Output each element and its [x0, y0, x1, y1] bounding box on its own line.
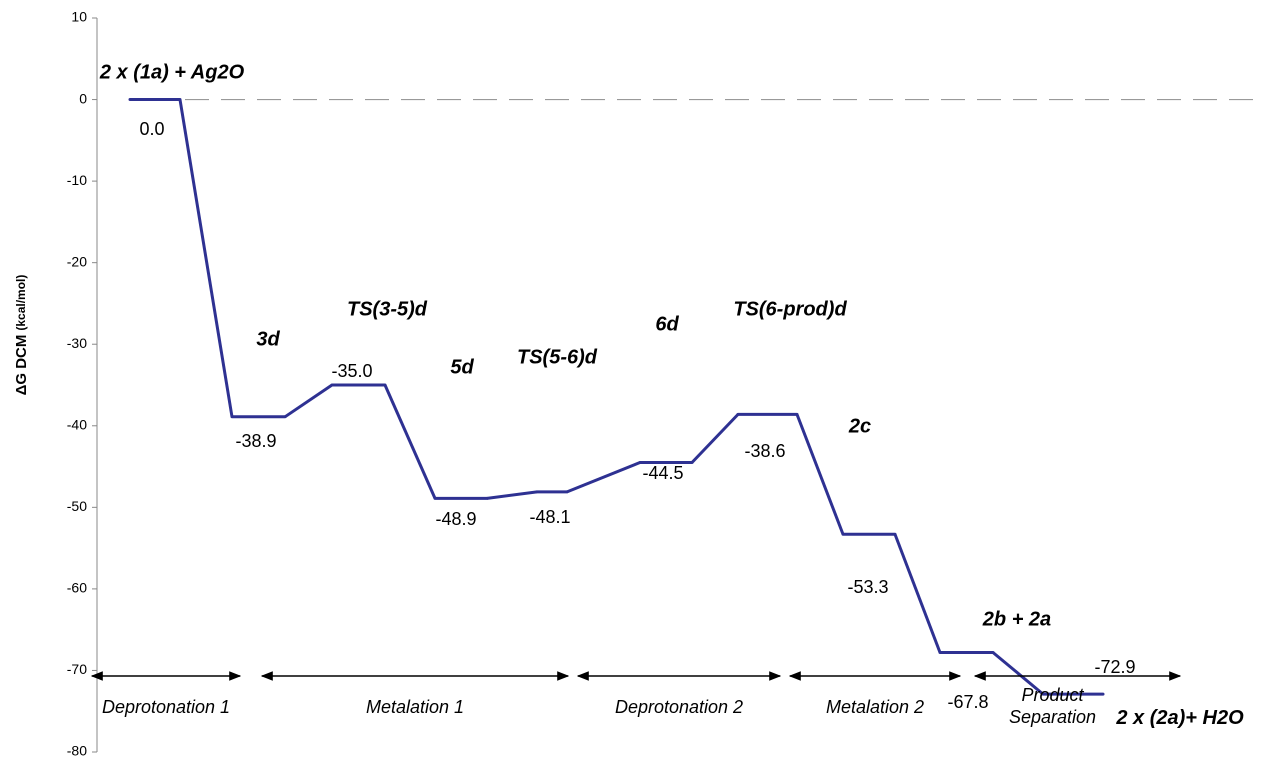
connector	[797, 414, 843, 534]
y-axis-title: ΔG DCM	[13, 335, 30, 396]
species-label: 3d	[256, 328, 280, 350]
species-label: 2b + 2a	[982, 608, 1051, 630]
y-tick-label: -50	[67, 498, 87, 514]
species-label: 2 x (1a) + Ag2O	[99, 61, 245, 83]
value-label: -35.0	[331, 361, 372, 381]
species-label: 5d	[450, 356, 474, 378]
value-label: -48.1	[529, 507, 570, 527]
connector	[567, 462, 640, 491]
chart-svg: ΔG DCM (kcal/mol) -80 -70 -60 -50 -40 -30 -20 -1…	[0, 0, 1263, 775]
species-label: 6d	[655, 313, 679, 335]
value-label: -44.5	[642, 463, 683, 483]
species-label: 2c	[848, 415, 871, 437]
connector	[285, 385, 332, 417]
y-tick-label: 0	[79, 90, 87, 106]
phase-label: Deprotonation 2	[568, 696, 790, 718]
phase-label: Metalation 1	[252, 696, 578, 718]
y-tick-label: -60	[67, 580, 87, 596]
y-tick-label: -40	[67, 416, 87, 432]
value-label: -48.9	[435, 509, 476, 529]
y-tick-label: -10	[67, 172, 87, 188]
phase-label: Product Separation	[998, 684, 1108, 728]
connector	[895, 534, 940, 652]
phase-label: Metalation 2	[780, 696, 970, 718]
value-label: -38.9	[235, 431, 276, 451]
y-tick-label: 10	[71, 9, 87, 25]
species-label: TS(3-5)d	[347, 298, 428, 320]
y-tick-label: -20	[67, 253, 87, 269]
phase-label: Deprotonation 1	[82, 696, 250, 718]
y-tick-label: -80	[67, 743, 87, 759]
connector	[385, 385, 435, 498]
y-tick-label: -30	[67, 335, 87, 351]
value-label: -72.9	[1094, 657, 1135, 677]
y-axis-unit: (kcal/mol)	[14, 275, 28, 331]
value-label: -53.3	[847, 577, 888, 597]
y-axis-label: ΔG DCM (kcal/mol)	[13, 275, 30, 396]
species-label: TS(5-6)d	[517, 346, 598, 368]
species-label: TS(6-prod)d	[733, 298, 847, 320]
y-tick-label: -70	[67, 661, 87, 677]
value-label: 0.0	[139, 119, 164, 139]
value-label: -38.6	[744, 441, 785, 461]
species-label: 2 x (2a)+ H2O	[1110, 706, 1250, 730]
chart: ΔG DCM (kcal/mol) -80 -70 -60 -50 -40 -30 -20 -1…	[0, 0, 1263, 775]
connector	[692, 414, 738, 462]
connector	[487, 492, 537, 499]
connector	[180, 100, 232, 417]
